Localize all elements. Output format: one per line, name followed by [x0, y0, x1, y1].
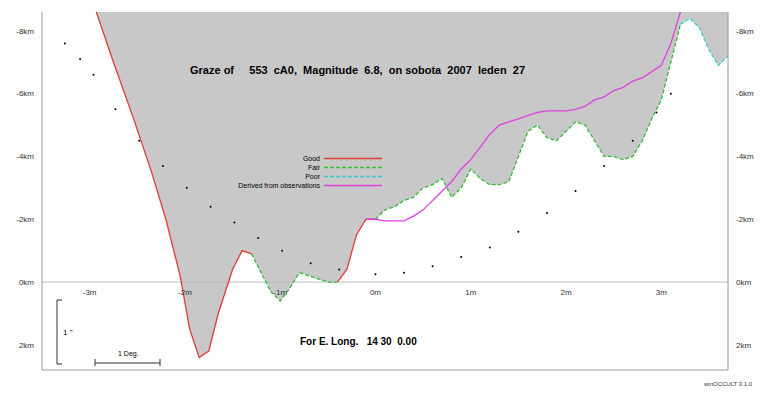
svg-text:-3m: -3m — [83, 288, 97, 297]
svg-text:-2km: -2km — [16, 215, 34, 224]
svg-text:-2km: -2km — [736, 215, 754, 224]
svg-text:1m: 1m — [465, 288, 476, 297]
svg-text:2km: 2km — [736, 341, 751, 350]
html-text:Graze of 553 cA0, Magnitude 6.: Graze of 553 cA0, Magnitude 6.8, on sobo… — [190, 64, 525, 76]
svg-text:0m: 0m — [370, 288, 381, 297]
html-text:For E. Long. 14 30 0.00: For E. Long. 14 30 0.00 — [300, 336, 417, 347]
svg-text:-4km: -4km — [16, 152, 34, 161]
svg-text:-1m: -1m — [273, 288, 287, 297]
html-text:Derived from observations: Derived from observations — [238, 182, 320, 189]
html-text:Fair: Fair — [307, 164, 320, 171]
html-text:1 Deg.: 1 Deg. — [118, 350, 139, 357]
svg-text:2km: 2km — [19, 341, 34, 350]
svg-text:2m: 2m — [560, 288, 571, 297]
html-text:Poor: Poor — [305, 173, 320, 180]
svg-text:0km: 0km — [19, 278, 34, 287]
svg-text:-6km: -6km — [736, 89, 754, 98]
html-text:1 ": 1 " — [63, 328, 73, 337]
html-text:winOCCULT 3.1.0: winOCCULT 3.1.0 — [704, 381, 753, 387]
svg-text:-2m: -2m — [178, 288, 192, 297]
svg-text:-8km: -8km — [16, 27, 34, 36]
svg-text:-6km: -6km — [16, 89, 34, 98]
svg-text:-8km: -8km — [736, 27, 754, 36]
svg-text:3m: 3m — [656, 288, 667, 297]
svg-text:0km: 0km — [736, 278, 751, 287]
html-text:Good: Good — [302, 155, 320, 162]
svg-text:-4km: -4km — [736, 152, 754, 161]
